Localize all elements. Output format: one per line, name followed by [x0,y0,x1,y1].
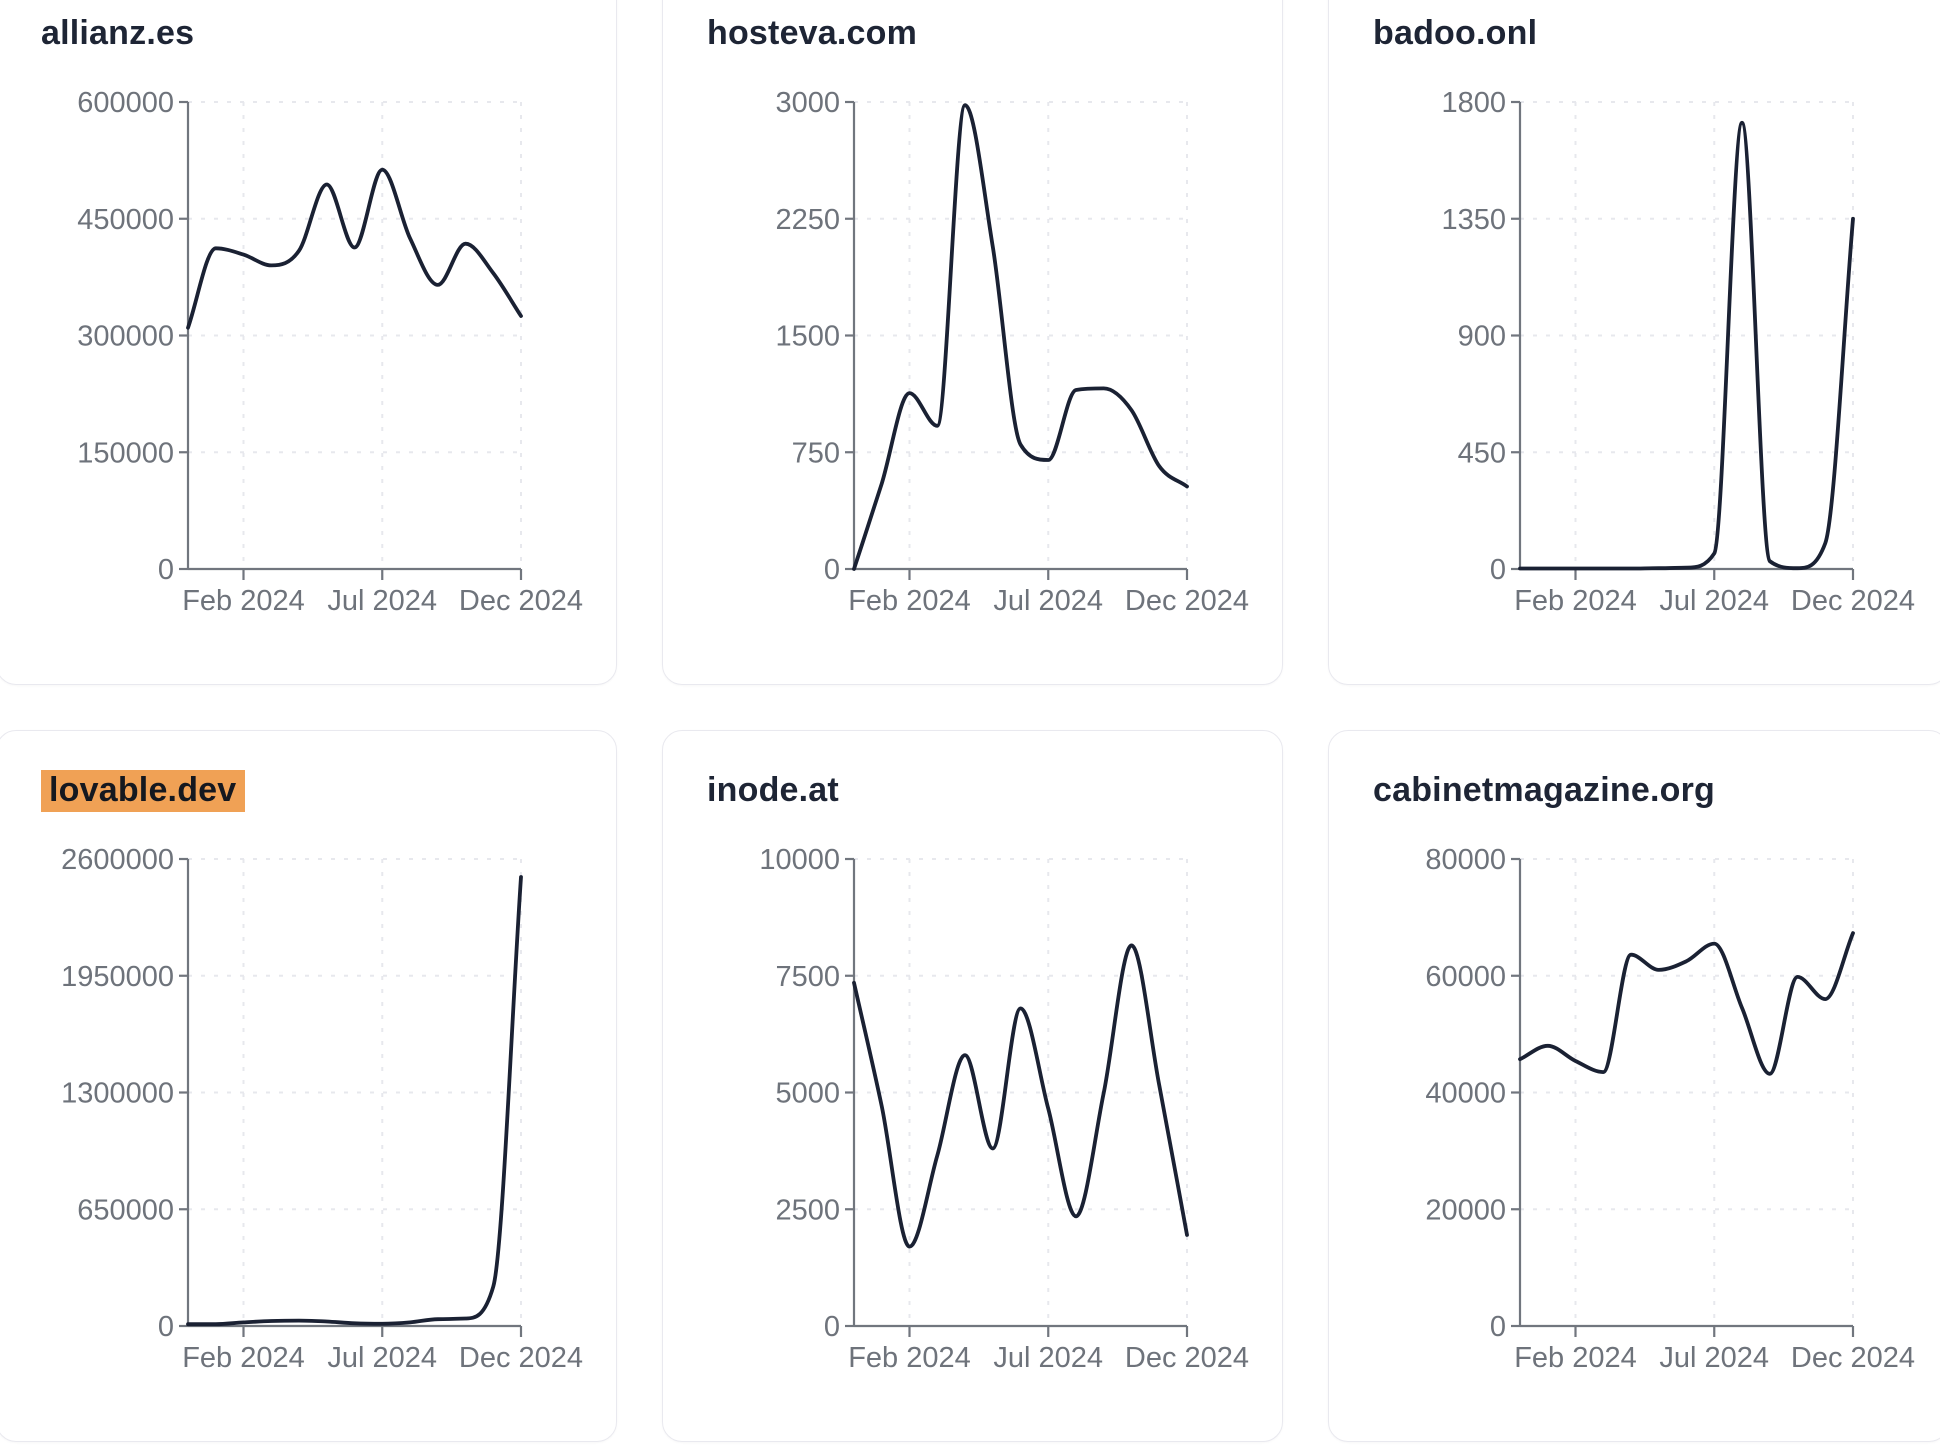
series-line [852,943,1189,1249]
y-tick-label: 2600000 [61,844,174,876]
domain-title: inode.at [707,771,839,809]
x-tick-label: Dec 2024 [459,585,583,617]
domain-card-inode[interactable]: inode.at 0 2500 5000 7500 10000 Feb 2024 Jul 2… [662,730,1283,1442]
y-tick-label: 1950000 [61,961,174,993]
y-tick-label: 1350 [1441,204,1506,236]
y-tick-label: 10000 [759,844,840,876]
x-tick-label: Dec 2024 [1125,585,1249,617]
line-chart: 0 450 900 1350 1800 Feb 2024 Jul 2024 Dec 2024 [1441,87,1915,617]
y-tick-label: 2500 [775,1194,840,1226]
y-tick-label: 3000 [775,87,840,119]
y-tick-label: 1500 [775,321,840,353]
y-tick-label: 450 [1458,437,1506,469]
y-tick-label: 0 [158,1311,174,1343]
card-title: allianz.es [41,12,194,54]
card-title: lovable.dev [41,769,246,812]
y-tick-label: 0 [1490,554,1506,586]
y-tick-label: 1300000 [61,1078,174,1110]
domain-card-badoo[interactable]: badoo.onl 0 450 900 1350 1800 Feb 2024 Jul 202… [1328,0,1940,685]
x-tick-label: Dec 2024 [1791,1342,1915,1374]
y-tick-label: 7500 [775,961,840,993]
domain-card-allianz[interactable]: allianz.es 0 150000 300000 450000 600000 Feb … [0,0,617,685]
y-tick-label: 2250 [775,204,840,236]
x-tick-label: Feb 2024 [1514,585,1637,617]
y-tick-label: 600000 [77,87,174,119]
line-chart: 0 2500 5000 7500 10000 Feb 2024 Jul 2024 Dec 20… [759,844,1249,1374]
line-chart: 0 750 1500 2250 3000 Feb 2024 Jul 2024 Dec 2024 [775,87,1249,617]
domain-card-lovable[interactable]: lovable.dev 0 650000 1300000 1950000 2600000… [0,730,617,1442]
domain-title-highlighted: lovable.dev [41,770,246,812]
card-title: badoo.onl [1373,12,1537,54]
y-tick-label: 1800 [1441,87,1506,119]
card-title: hosteva.com [707,12,917,54]
x-tick-label: Jul 2024 [1659,585,1769,617]
y-tick-label: 0 [158,554,174,586]
x-tick-label: Feb 2024 [182,585,305,617]
series-line [186,167,523,330]
y-tick-label: 300000 [77,321,174,353]
x-tick-label: Jul 2024 [993,1342,1103,1374]
domain-title: cabinetmagazine.org [1373,771,1715,809]
y-tick-label: 0 [1490,1311,1506,1343]
y-tick-label: 900 [1458,321,1506,353]
x-tick-label: Jul 2024 [327,1342,437,1374]
x-tick-label: Feb 2024 [182,1342,305,1374]
domain-title: hosteva.com [707,14,918,52]
y-tick-label: 0 [824,1311,840,1343]
domain-card-cabinetmagazine[interactable]: cabinetmagazine.org 0 20000 40000 60000 8000… [1328,730,1940,1442]
domain-title: badoo.onl [1373,14,1538,52]
card-title: inode.at [707,769,839,811]
y-tick-label: 20000 [1425,1194,1506,1226]
x-tick-label: Jul 2024 [1659,1342,1769,1374]
y-tick-label: 450000 [77,204,174,236]
series-line [1518,120,1855,571]
domain-title: allianz.es [41,14,195,52]
y-tick-label: 60000 [1425,961,1506,993]
series-line [852,103,1189,571]
y-tick-label: 750 [792,437,840,469]
y-tick-label: 650000 [77,1194,174,1226]
x-tick-label: Jul 2024 [327,585,437,617]
line-chart: 0 650000 1300000 1950000 2600000 Feb 2024 Jul … [61,844,583,1374]
x-tick-label: Feb 2024 [848,585,971,617]
y-tick-label: 80000 [1425,844,1506,876]
card-title: cabinetmagazine.org [1373,769,1715,811]
x-tick-label: Dec 2024 [1125,1342,1249,1374]
y-tick-label: 0 [824,554,840,586]
line-chart: 0 20000 40000 60000 80000 Feb 2024 Jul 2024 Dec… [1425,844,1915,1374]
series-line [186,875,523,1327]
domain-card-hosteva[interactable]: hosteva.com 0 750 1500 2250 3000 Feb 2024 Jul … [662,0,1283,685]
y-tick-label: 150000 [77,437,174,469]
x-tick-label: Jul 2024 [993,585,1103,617]
y-tick-label: 40000 [1425,1078,1506,1110]
series-line [1518,931,1855,1076]
x-tick-label: Feb 2024 [848,1342,971,1374]
x-tick-label: Feb 2024 [1514,1342,1637,1374]
x-tick-label: Dec 2024 [459,1342,583,1374]
x-tick-label: Dec 2024 [1791,585,1915,617]
y-tick-label: 5000 [775,1078,840,1110]
line-chart: 0 150000 300000 450000 600000 Feb 2024 Jul 202… [77,87,583,617]
